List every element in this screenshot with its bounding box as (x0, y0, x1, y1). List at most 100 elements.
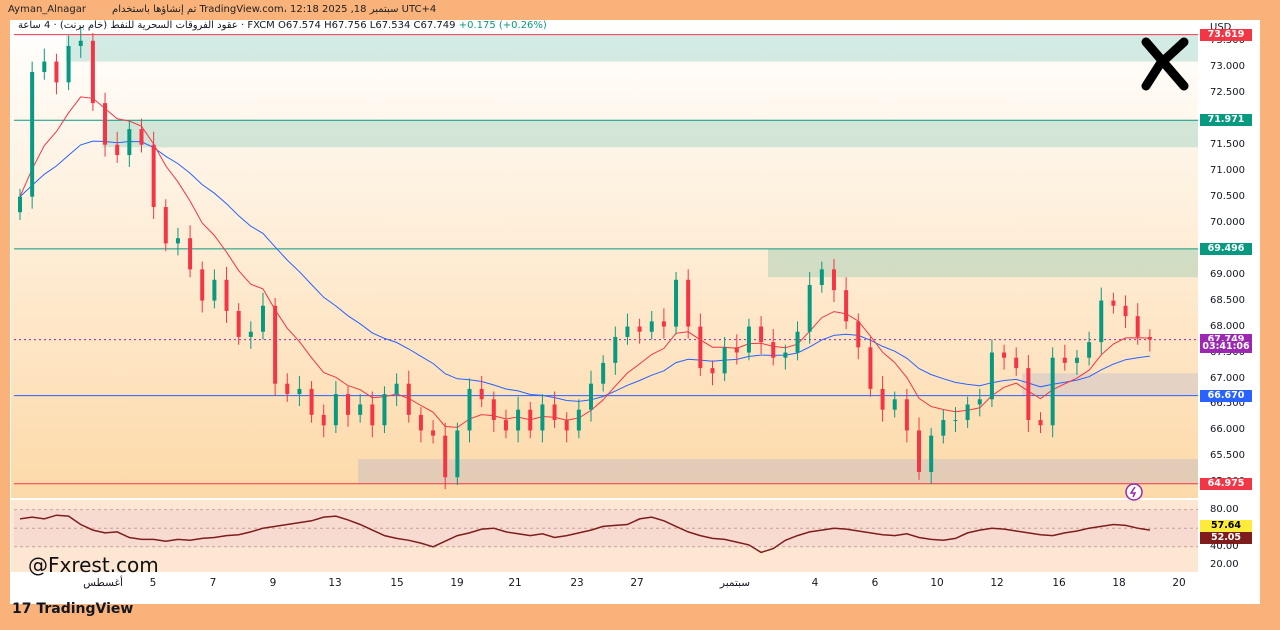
candle (771, 342, 776, 358)
x-tick-label: 23 (570, 577, 584, 589)
candle (418, 414, 423, 431)
candle (540, 404, 545, 431)
y-tick-label: 69.000 (1210, 268, 1245, 280)
x-tick-label: 13 (328, 577, 342, 589)
y-tick-label: 66.000 (1210, 424, 1245, 436)
candle (431, 430, 436, 436)
x-tick-label: 5 (149, 577, 157, 589)
candle (479, 388, 484, 400)
y-tick-label: 72.500 (1210, 86, 1245, 98)
x-logo-icon (1141, 37, 1189, 91)
candle (831, 269, 836, 291)
candle (273, 305, 278, 384)
candle (358, 404, 363, 415)
candle (467, 388, 472, 431)
candle (90, 40, 95, 104)
candle (188, 238, 193, 270)
candle (1050, 357, 1055, 426)
candle (564, 420, 569, 431)
candle (455, 430, 460, 478)
y-tick-label: 65.500 (1210, 450, 1245, 462)
candle (443, 435, 448, 478)
candle (807, 284, 812, 332)
candle (613, 336, 618, 363)
candle (382, 394, 387, 426)
candle (1038, 420, 1043, 426)
candle (370, 404, 375, 426)
author-name: Ayman_Alnagar (8, 4, 86, 15)
candle (746, 326, 751, 353)
candle (856, 321, 861, 348)
candle (686, 279, 691, 327)
candle (333, 394, 338, 426)
candle (576, 409, 581, 431)
candle (175, 238, 180, 244)
candle (892, 399, 897, 410)
candle (1099, 300, 1104, 343)
x-tick-label: 10 (930, 577, 944, 589)
candle (589, 383, 593, 410)
rsi-value-tag: 57.64 (1200, 520, 1252, 532)
y-tick-label: 68.000 (1210, 320, 1245, 332)
y-tick-label: 67.000 (1210, 372, 1245, 384)
candle (625, 326, 630, 337)
candle (710, 368, 715, 374)
zone (66, 34, 1198, 62)
candle (163, 207, 168, 244)
ohlc-legend: عقود الفروقات السحرية للنفط (خام برنت) ·… (18, 20, 547, 31)
candle (868, 347, 873, 389)
lightning-icon[interactable] (1125, 483, 1143, 501)
candle (42, 61, 47, 72)
published-info: تم إنشاؤها باستخدام TradingView.com، 12:… (112, 4, 437, 15)
candle (54, 61, 59, 83)
x-tick-label: 9 (269, 577, 277, 589)
chart-header: Ayman_Alnagar تم إنشاؤها باستخدام Tradin… (0, 0, 1280, 19)
candle (1014, 357, 1019, 369)
candle (1147, 336, 1152, 340)
price-tag: 73.619 (1200, 28, 1252, 41)
candle (552, 404, 557, 421)
candle (406, 383, 411, 415)
rsi-tick-label: 40.00 (1210, 540, 1239, 552)
symbol-name: عقود الفروقات السحرية للنفط (خام برنت) ·… (18, 20, 275, 31)
watermark: @Fxrest.com (28, 553, 159, 577)
ema-fast-line (19, 96, 1150, 428)
candle (844, 290, 849, 322)
rsi-tick-label: 20.00 (1210, 559, 1239, 571)
y-tick-label: 68.500 (1210, 294, 1245, 306)
candle (30, 71, 35, 197)
y-tick-label: 66.500 (1210, 398, 1245, 410)
candle (1087, 342, 1092, 358)
candle (503, 420, 508, 431)
candle (989, 352, 994, 400)
candle (1002, 352, 1007, 358)
candle (394, 383, 399, 395)
candle (722, 347, 727, 374)
change-value: +0.175 (+0.26%) (458, 20, 547, 31)
candle (103, 103, 108, 145)
y-tick-label: 70.500 (1210, 190, 1245, 202)
candle (66, 45, 71, 83)
zone (768, 248, 1198, 278)
x-tick-label: أغسطس (83, 577, 123, 589)
x-tick-label: 12 (990, 577, 1004, 589)
x-tick-label: 20 (1172, 577, 1186, 589)
candle (346, 394, 351, 415)
y-tick-label: 73.000 (1210, 60, 1245, 72)
candle (649, 321, 654, 332)
x-tick-label: 4 (811, 577, 819, 589)
candle (516, 409, 521, 431)
tradingview-logo: 17 TradingView (12, 601, 134, 617)
candle (224, 279, 229, 311)
y-tick-label: 71.000 (1210, 164, 1245, 176)
candle (321, 414, 326, 426)
x-tick-label: 18 (1112, 577, 1126, 589)
candle (1026, 368, 1031, 421)
candle (285, 383, 290, 395)
candle (637, 326, 642, 332)
candle (880, 388, 885, 410)
candle (661, 321, 666, 327)
price-tag: 69.496 (1200, 242, 1252, 255)
candle (260, 305, 265, 332)
